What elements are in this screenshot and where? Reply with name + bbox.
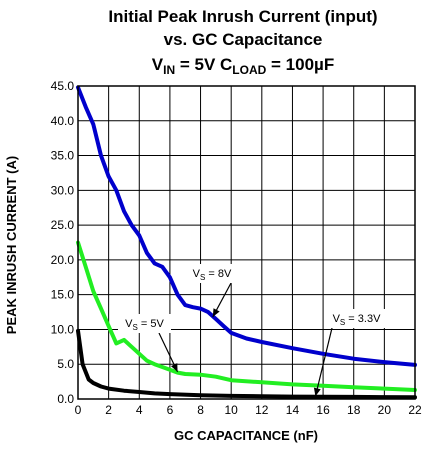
subtitle-v: V [152, 55, 164, 74]
series-lines [76, 85, 417, 400]
x-tick-label: 22 [408, 403, 422, 417]
annotation-label: VS = 8V [193, 268, 232, 282]
y-tick-label: 15.0 [51, 288, 75, 302]
x-tick-label: 4 [136, 403, 143, 417]
subtitle-in-subscript: IN [163, 63, 175, 77]
grid-lines [77, 85, 416, 400]
annotation-vs-8v: VS = 8V [183, 264, 241, 318]
x-tick-label: 18 [347, 403, 361, 417]
x-tick-label: 14 [286, 403, 300, 417]
y-tick-label: 45.0 [51, 79, 75, 93]
series-line-vs-5v [76, 240, 417, 392]
series-line-vs-8v [76, 85, 417, 367]
y-tick-label: 10.0 [51, 322, 75, 336]
annotation-label: VS = 3.3V [333, 313, 382, 327]
subtitle-load-subscript: LOAD [232, 63, 266, 77]
annotation-label-box [183, 264, 241, 283]
annotation-label-box [324, 309, 389, 328]
chart-title-line-1: Initial Peak Inrush Current (input) [108, 7, 377, 26]
annotation-vs-5v: VS = 5V [118, 314, 179, 373]
annotation-vs-3-3v: VS = 3.3V [313, 309, 389, 397]
annotation-arrow-head [313, 387, 321, 397]
annotation-arrow-head [170, 363, 178, 372]
x-tick-label: 16 [316, 403, 330, 417]
y-tick-label: 20.0 [51, 253, 75, 267]
x-tick-label: 0 [75, 403, 82, 417]
y-tick-label: 30.0 [51, 183, 75, 197]
x-tick-label: 2 [105, 403, 112, 417]
x-tick-label: 10 [225, 403, 239, 417]
y-axis-label: PEAK INRUSH CURRENT (A) [4, 156, 19, 334]
x-tick-label: 12 [255, 403, 269, 417]
chart-title-line-2: vs. GC Capacitance [164, 30, 323, 49]
series-line-vs-3-3v [76, 328, 417, 400]
annotation-arrow-head [212, 308, 220, 317]
chart-subtitle: VIN = 5V CLOAD = 100µF [152, 55, 334, 77]
tick-labels: 0 2 4 6 8 10 12 14 16 18 20 22 0.0 5.0 10.0 15.0 20.0 25.… [51, 79, 422, 417]
x-tick-label: 6 [167, 403, 174, 417]
series-annotations: VS = 8V VS = 5V VS = 3.3V [118, 264, 389, 397]
y-tick-label: 35.0 [51, 149, 75, 163]
x-axis-label: GC CAPACITANCE (nF) [174, 428, 318, 443]
y-tick-label: 5.0 [57, 357, 74, 371]
y-tick-label: 40.0 [51, 114, 75, 128]
annotation-label-box [118, 314, 171, 333]
y-tick-label: 25.0 [51, 218, 75, 232]
annotation-arrow-line [314, 327, 333, 397]
subtitle-load-value: = 100µF [266, 55, 334, 74]
y-tick-label: 0.0 [57, 392, 74, 406]
x-tick-label: 8 [197, 403, 204, 417]
annotation-label: VS = 5V [125, 318, 164, 332]
x-tick-label: 20 [378, 403, 392, 417]
plot-frame [77, 85, 416, 400]
subtitle-vin-value: = 5V C [175, 55, 232, 74]
